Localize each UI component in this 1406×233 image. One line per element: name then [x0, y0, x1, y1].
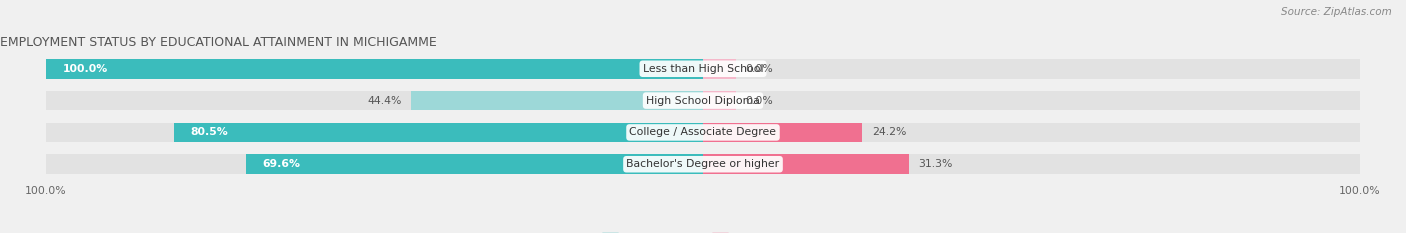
Bar — [46, 91, 703, 110]
Bar — [174, 123, 703, 142]
Text: Source: ZipAtlas.com: Source: ZipAtlas.com — [1281, 7, 1392, 17]
Text: 0.0%: 0.0% — [745, 96, 773, 106]
Bar — [703, 91, 735, 110]
Bar — [703, 154, 908, 174]
Text: College / Associate Degree: College / Associate Degree — [630, 127, 776, 137]
Bar — [703, 123, 1360, 142]
Legend: In Labor Force, Unemployed: In Labor Force, Unemployed — [598, 229, 808, 233]
Bar — [246, 154, 703, 174]
Text: 69.6%: 69.6% — [262, 159, 299, 169]
Text: Bachelor's Degree or higher: Bachelor's Degree or higher — [627, 159, 779, 169]
Bar — [703, 91, 1360, 110]
Bar — [703, 123, 862, 142]
Bar — [46, 123, 703, 142]
Text: 24.2%: 24.2% — [872, 127, 907, 137]
Bar — [703, 59, 1360, 79]
Text: 80.5%: 80.5% — [191, 127, 228, 137]
Bar — [46, 154, 703, 174]
Bar — [703, 59, 735, 79]
Text: 0.0%: 0.0% — [745, 64, 773, 74]
Text: High School Diploma: High School Diploma — [647, 96, 759, 106]
Text: 44.4%: 44.4% — [367, 96, 402, 106]
Bar — [46, 59, 703, 79]
Bar — [46, 59, 703, 79]
Bar — [703, 154, 1360, 174]
Text: 31.3%: 31.3% — [918, 159, 953, 169]
Text: 100.0%: 100.0% — [62, 64, 108, 74]
Text: Less than High School: Less than High School — [643, 64, 763, 74]
Bar — [412, 91, 703, 110]
Text: EMPLOYMENT STATUS BY EDUCATIONAL ATTAINMENT IN MICHIGAMME: EMPLOYMENT STATUS BY EDUCATIONAL ATTAINM… — [0, 36, 437, 49]
